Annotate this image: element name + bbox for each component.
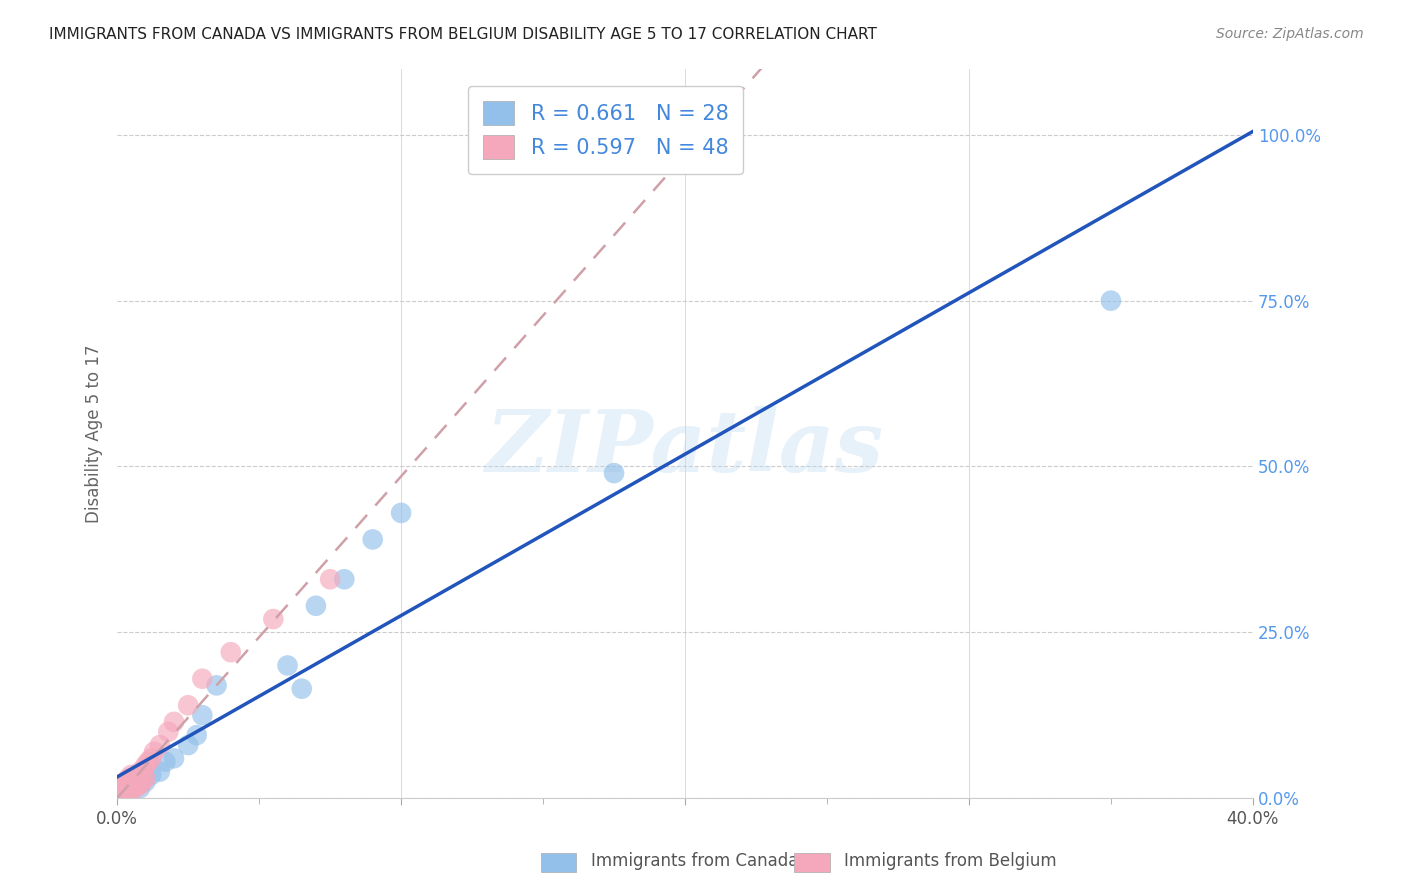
Point [135,771,157,785]
Point [117,771,139,785]
Point [277,658,299,673]
Point [111,781,134,796]
Point [163,751,186,765]
Point [108,789,131,804]
Point [114,786,136,800]
Point [120,779,142,793]
Point [117,786,139,800]
Point [114,781,136,796]
Point [138,755,160,769]
Point [143,745,166,759]
Point [120,784,142,798]
Point [191,672,214,686]
Point [122,771,145,785]
Point [114,774,136,789]
Point [149,738,172,752]
Point [191,708,214,723]
Point [108,788,131,802]
Point [305,599,328,613]
Point [117,778,139,792]
Text: Immigrants from Canada: Immigrants from Canada [591,852,797,870]
Point [114,787,136,801]
Point [111,776,134,790]
Point [108,789,131,804]
Point [117,784,139,798]
Point [319,572,342,586]
Point [333,572,356,586]
Point [129,764,152,779]
Point [361,533,384,547]
Point [122,781,145,796]
Point [114,784,136,798]
Point [108,783,131,797]
Point [108,781,131,796]
Text: Immigrants from Belgium: Immigrants from Belgium [844,852,1056,870]
Point [1099,293,1122,308]
Point [163,714,186,729]
Point [111,788,134,802]
Point [177,738,200,752]
Point [132,764,155,779]
Point [111,788,134,802]
Point [389,506,412,520]
Point [603,466,626,480]
Point [135,774,157,789]
Point [120,774,142,789]
Text: Source: ZipAtlas.com: Source: ZipAtlas.com [1216,27,1364,41]
Point [111,779,134,793]
Point [205,678,228,692]
Point [125,768,148,782]
Point [125,774,148,789]
Point [117,781,139,796]
Point [122,778,145,792]
Point [114,778,136,792]
Point [186,728,208,742]
Point [108,786,131,800]
Point [129,781,152,796]
Text: IMMIGRANTS FROM CANADA VS IMMIGRANTS FROM BELGIUM DISABILITY AGE 5 TO 17 CORRELA: IMMIGRANTS FROM CANADA VS IMMIGRANTS FRO… [49,27,877,42]
Point [125,774,148,789]
Point [177,698,200,713]
Point [262,612,284,626]
Legend: R = 0.661   N = 28, R = 0.597   N = 48: R = 0.661 N = 28, R = 0.597 N = 48 [468,87,744,174]
Point [111,783,134,797]
Point [157,724,180,739]
Point [155,755,177,769]
Point [120,781,142,796]
Point [122,776,145,790]
Point [291,681,314,696]
Point [219,645,242,659]
Point [132,774,155,789]
Y-axis label: Disability Age 5 to 17: Disability Age 5 to 17 [86,344,103,523]
Point [108,786,131,800]
Point [129,772,152,787]
Point [149,764,172,779]
Point [108,784,131,798]
Point [135,758,157,772]
Point [120,768,142,782]
Point [111,786,134,800]
Point [129,778,152,792]
Point [141,768,163,782]
Point [114,778,136,792]
Point [125,779,148,793]
Text: ZIPatlas: ZIPatlas [486,406,884,490]
Point [141,751,163,765]
